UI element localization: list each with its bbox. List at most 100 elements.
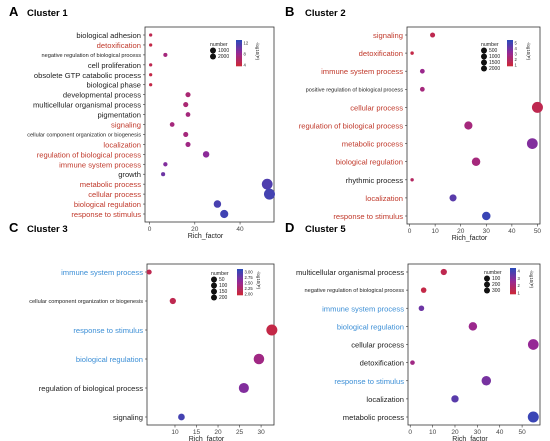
legend-colorbar-segment [237,273,243,276]
x-tick-label: 20 [451,429,459,436]
legend-colorbar-segment [507,55,513,58]
data-point [526,138,538,149]
plot-frame [146,263,275,426]
panel-title: Cluster 5 [305,224,346,235]
legend-size-label: 500 [489,48,498,54]
category-label: detoxification [97,41,141,50]
legend-color-tick: 2.75 [245,275,254,280]
category-label: detoxification [360,359,404,368]
data-point [531,101,543,113]
data-point [169,297,176,305]
legend-colorbar-segment [237,284,243,287]
panel-c: C Cluster 3 immune system process cellular … [9,220,278,441]
x-tick-label: 20 [457,228,465,235]
legend-colorbar-segment [236,59,242,62]
category-label: signaling [113,413,143,422]
category-label: pigmentation [98,111,141,120]
category-label: positive regulation of biological proces… [306,87,404,93]
x-tick-label: 40 [236,226,244,233]
category-label: developmental process [63,91,141,100]
legend-colorbar-segment [237,269,243,272]
x-axis-label: Rich_factor [452,235,488,242]
data-point [410,360,415,365]
legend-color-title: -log10(P) [526,42,531,61]
legend-size-dot [481,59,487,66]
legend-size-title: number [210,42,228,48]
panel-letter: A [9,4,19,19]
category-label: localization [103,140,141,149]
legend-size-label: 1000 [218,48,229,54]
legend-size-label: 200 [219,295,228,301]
legend-color-title: -log10(P) [255,42,260,61]
data-point [178,413,185,421]
legend-size-label: 1500 [489,60,500,66]
legend-colorbar-segment [236,61,242,65]
category-label: metabolic process [343,413,404,422]
legend-colorbar-segment [510,276,516,280]
plot-frame [407,263,541,426]
data-point [238,382,249,394]
legend-colorbar-segment [237,277,243,281]
legend-size-label: 200 [492,282,501,288]
data-point [149,63,153,67]
x-tick-label: 10 [432,228,440,235]
data-point [471,157,481,166]
panel-title: Cluster 3 [27,224,68,235]
category-label: growth [118,170,141,179]
legend-size-dot [481,53,487,60]
category-label: cellular process [351,341,404,350]
category-label: regulation of biological process [37,150,141,159]
panel-title: Cluster 1 [27,8,68,19]
category-label: immune system process [322,304,404,313]
data-point [464,121,473,130]
data-point [430,32,436,38]
data-point [185,112,191,117]
legend-size-label: 300 [492,288,501,294]
data-point [440,268,447,276]
legend-colorbar-segment [510,272,516,275]
legend-size-label: 100 [492,276,501,282]
category-label: cell proliferation [88,61,141,70]
category-label: biological phase [87,81,141,90]
legend-color-tick: 12 [244,41,249,46]
legend-size-label: 1000 [489,54,500,60]
x-tick-label: 10 [171,429,179,436]
data-point [253,353,265,365]
category-label: immune system process [321,67,403,76]
legend-color-tick: 3 [515,52,518,57]
data-point [161,172,166,177]
data-point [419,86,425,92]
legend-colorbar-segment [510,289,516,293]
data-point [163,52,168,57]
x-tick-label: 15 [193,429,201,436]
legend-color-title: -log10(P) [529,270,534,289]
x-tick-label: 30 [257,429,265,436]
data-point [482,211,491,221]
legend-colorbar-segment [507,57,513,60]
data-point [183,131,189,138]
legend-size-dot [210,53,216,60]
x-tick-label: 20 [214,429,222,436]
category-label: biological regulation [336,158,403,167]
category-label: metabolic process [80,180,141,189]
category-label: negative regulation of biological proces… [41,53,141,59]
category-label: cellular process [88,190,141,199]
legend-colorbar-segment [507,48,513,52]
category-label: multicellular organismal process [33,101,141,110]
legend-color-tick: 2.25 [245,286,254,291]
x-tick-label: 50 [534,228,542,235]
x-tick-label: 0 [408,429,412,436]
x-tick-label: 40 [508,228,516,235]
legend-colorbar-segment [237,290,243,294]
legend-colorbar-segment [507,42,513,45]
legend-size-label: 2000 [218,54,229,60]
data-point [481,376,492,386]
category-label: immune system process [61,268,143,277]
x-tick-label: 30 [483,228,491,235]
data-point [449,194,457,202]
data-point [213,200,222,208]
data-point [149,73,153,77]
legend-color-tick: 1 [518,291,521,296]
data-point [185,141,191,147]
